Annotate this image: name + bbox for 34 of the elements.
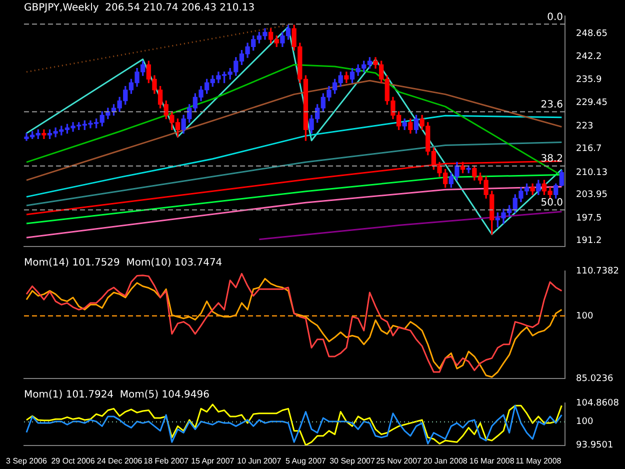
- y-tick-label: 100: [576, 311, 594, 322]
- chart-title: Mom(14) 101.7529 Mom(10) 103.7474: [24, 258, 222, 269]
- y-tick-label: 229.45: [576, 98, 608, 108]
- x-tick-label: 25 Nov 2007: [376, 456, 422, 466]
- x-tick-label: 30 Sep 2007: [330, 456, 376, 466]
- y-tick-label: 248.65: [576, 28, 608, 39]
- x-tick-label: 3 Sep 2006: [6, 456, 48, 466]
- x-tick-label: 15 Apr 2007: [191, 456, 235, 466]
- y-tick-label: 203.95: [576, 190, 608, 200]
- y-tick-label: 104.8608: [576, 398, 620, 408]
- y-tick-label: 216.7: [576, 144, 602, 154]
- ref-line-label: 0.0: [547, 12, 563, 23]
- x-tick-label: 11 May 2008: [516, 456, 562, 466]
- x-tick-label: 10 Jun 2007: [237, 456, 282, 466]
- y-tick-label: 85.0236: [576, 374, 614, 384]
- y-tick-label: 100: [576, 417, 594, 428]
- x-tick-label: 20 Jan 2008: [423, 456, 468, 466]
- y-tick-label: 110.7382: [576, 266, 619, 276]
- x-tick-label: 18 Feb 2007: [144, 456, 190, 466]
- x-tick-label: 29 Oct 2006: [51, 456, 96, 466]
- x-tick-label: 16 Mar 2008: [469, 456, 515, 466]
- x-tick-label: 5 Aug 2007: [285, 456, 327, 466]
- ref-line-label: 23.6: [540, 99, 563, 110]
- chart-title: Mom(1) 101.7924 Mom(5) 104.9496: [24, 390, 210, 401]
- y-tick-label: 197.5: [576, 213, 602, 224]
- y-tick-label: 191.2: [576, 236, 602, 246]
- y-tick-label: 242.2: [576, 52, 602, 62]
- y-tick-label: 93.9501: [576, 440, 614, 451]
- y-tick-label: 223: [576, 121, 594, 132]
- y-tick-label: 210.13: [576, 168, 608, 178]
- y-tick-label: 235.9: [576, 74, 602, 85]
- chart-title: GBPJPY,Weekly 206.54 210.74 206.43 210.13: [24, 2, 255, 14]
- x-tick-label: 24 Dec 2006: [96, 456, 143, 466]
- ref-line-label: 50.0: [540, 197, 563, 208]
